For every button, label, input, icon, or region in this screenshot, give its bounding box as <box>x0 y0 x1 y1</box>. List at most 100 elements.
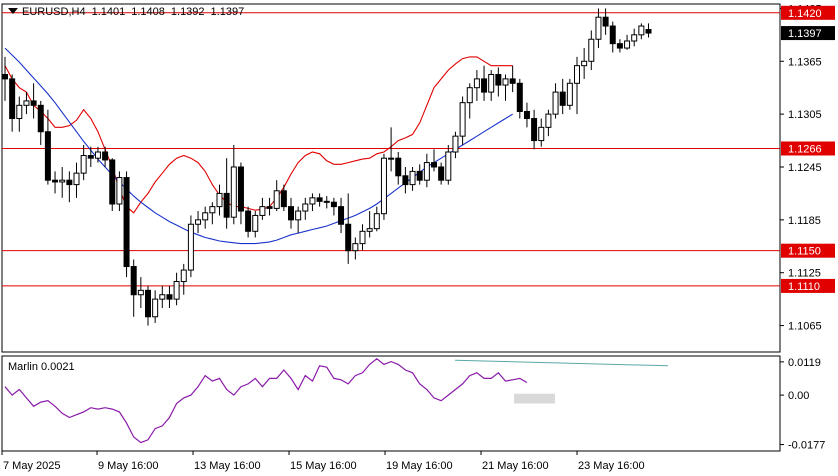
candle-bull <box>638 25 645 36</box>
candle-bear <box>345 223 352 252</box>
candle-bear <box>2 73 8 80</box>
candle-bull <box>16 104 23 120</box>
oscillator-highlight-box <box>514 393 555 404</box>
candle-bear <box>237 166 244 212</box>
candle-bear <box>123 177 130 268</box>
candle-bull <box>216 192 223 208</box>
candle-bull <box>152 298 159 318</box>
candle-bear <box>223 192 230 218</box>
candle-bull <box>259 206 266 216</box>
candle-bear <box>509 78 516 84</box>
candle-bear <box>9 78 16 120</box>
candle-bull <box>545 113 552 128</box>
candle-bear <box>245 210 252 232</box>
y-tick-label: 1.1065 <box>788 321 822 333</box>
candle-bull <box>80 155 87 174</box>
candle-bear <box>431 162 437 168</box>
divergence-trendline <box>454 359 669 367</box>
y-tick-label: 1.1185 <box>788 215 821 227</box>
candle-bear <box>316 197 323 202</box>
candle-bull <box>116 177 123 205</box>
current-price-label: 1.1397 <box>788 28 822 40</box>
osc-y-tick-label: 0.00 <box>788 390 809 402</box>
y-tick-label: 1.1305 <box>788 109 822 121</box>
candle-bear <box>609 25 616 45</box>
candle-bull <box>409 170 416 186</box>
ohlc-close: 1.1397 <box>210 6 245 18</box>
candle-bull <box>473 78 480 89</box>
y-tick-label: 1.1125 <box>788 268 821 280</box>
candle-bull <box>566 82 573 106</box>
level-price-tag <box>781 141 835 156</box>
candle-bear <box>438 166 445 181</box>
ohlc-open: 1.1401 <box>91 6 126 18</box>
candle-bull <box>94 151 101 159</box>
candle-bear <box>495 73 502 86</box>
oscillator-line <box>4 358 528 444</box>
candle-bull <box>180 269 187 283</box>
candle-bull <box>445 151 452 181</box>
candle-bear <box>338 206 345 225</box>
candle-bear <box>37 104 44 133</box>
candle-bear <box>130 266 137 296</box>
candle-bull <box>538 126 545 142</box>
candle-bear <box>481 78 488 93</box>
candle-bear <box>280 190 287 208</box>
candle-bull <box>502 78 509 86</box>
candle-bull <box>295 210 302 221</box>
level-price-label: 1.1420 <box>788 8 822 20</box>
level-price-label: 1.1266 <box>788 143 822 155</box>
candle-bull <box>574 65 580 84</box>
candle-bear <box>559 91 566 106</box>
candle-bull <box>173 281 180 300</box>
candle-bull <box>581 60 588 67</box>
chart-info-header: EURUSD,H4 1.1401 1.1408 1.1392 1.1397 <box>8 6 244 18</box>
x-tick-label: 19 May 16:00 <box>386 460 453 472</box>
candle-bull <box>137 289 144 296</box>
candle-bear <box>266 206 273 209</box>
candle-bear <box>44 131 51 181</box>
x-tick-label: 7 May 2025 <box>3 460 60 472</box>
fast-ma-line <box>4 56 513 214</box>
candle-bull <box>23 100 30 106</box>
candle-bull <box>488 73 495 93</box>
candle-bull <box>380 157 387 215</box>
x-tick-label: 15 May 16:00 <box>290 460 357 472</box>
candle-bull <box>209 206 216 214</box>
level-price-tag <box>781 5 835 20</box>
oscillator-panel-frame <box>1 355 781 452</box>
x-tick-label: 21 May 16:00 <box>482 460 549 472</box>
candle-bull <box>452 135 459 153</box>
candle-bear <box>645 29 652 34</box>
candle-bear <box>395 157 402 177</box>
candle-bull <box>352 243 359 252</box>
candle-bear <box>602 16 609 27</box>
candle-bull <box>273 190 280 209</box>
candle-bull <box>631 34 638 42</box>
symbol-timeframe: EURUSD,H4 <box>22 6 86 18</box>
x-tick-label: 13 May 16:00 <box>194 460 261 472</box>
candle-bear <box>109 159 116 205</box>
candle-bull <box>302 203 309 212</box>
candle-bull <box>388 157 395 160</box>
candle-bull <box>159 294 166 300</box>
candle-bull <box>59 179 66 183</box>
level-price-tag <box>781 243 835 258</box>
candle-bull <box>366 228 373 232</box>
candle-bull <box>423 162 430 181</box>
x-tick-label: 9 May 16:00 <box>98 460 159 472</box>
candle-bear <box>616 43 623 49</box>
y-tick-label: 1.1245 <box>788 162 822 174</box>
candle-bear <box>531 118 538 142</box>
ohlc-high: 1.1408 <box>131 6 165 18</box>
menu-triangle-icon[interactable] <box>8 8 18 14</box>
candle-bear <box>330 201 337 208</box>
level-price-tag <box>781 278 835 293</box>
candle-bull <box>202 212 209 221</box>
candle-bear <box>166 294 173 300</box>
osc-y-tick-label: 0.0119 <box>788 357 821 369</box>
candle-bull <box>624 40 631 49</box>
main-panel-frame <box>1 3 781 353</box>
candle-bull <box>459 102 466 137</box>
candle-bull <box>359 230 366 245</box>
